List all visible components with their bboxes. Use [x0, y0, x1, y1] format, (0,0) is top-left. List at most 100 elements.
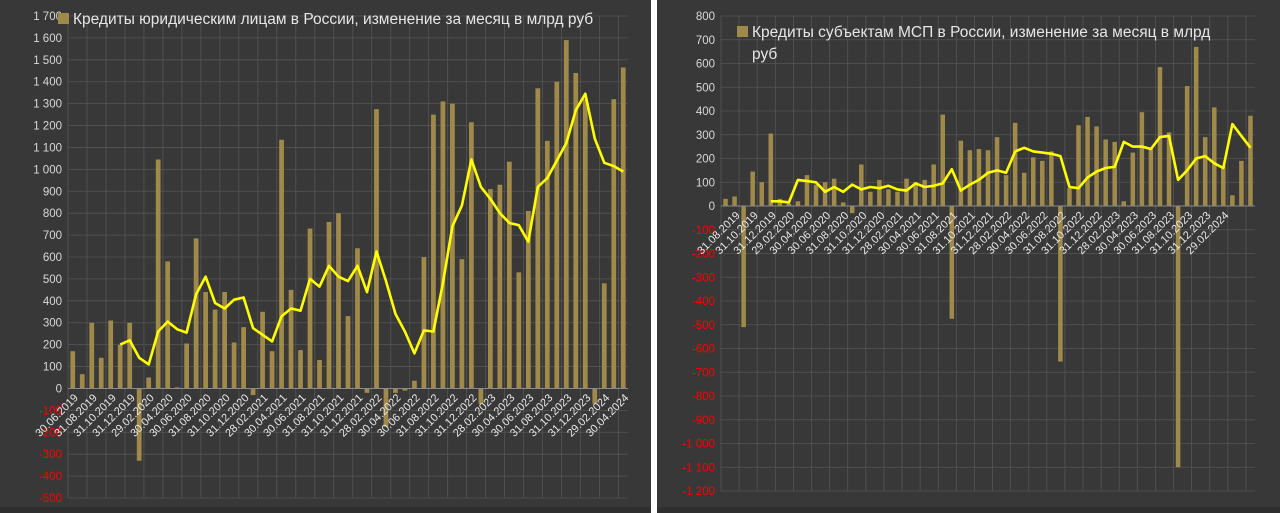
right-y-tick-label: -500 — [692, 320, 715, 332]
left-bar — [336, 213, 341, 389]
left-bar — [421, 257, 427, 389]
left-bar — [136, 388, 142, 461]
left-y-tick-label: -500 — [39, 493, 62, 505]
right-x-labels: 31.08.201931.10.201931.12.201929.02.2020… — [695, 210, 1231, 257]
chart-panel-corporate-loans: 1 700 1 600 1 500 1 400 1 300 1 200 1 100 1 000… — [0, 0, 651, 513]
right-bar — [849, 206, 855, 214]
left-y-tick-label: 1 200 — [33, 121, 62, 133]
right-bar — [1040, 160, 1045, 206]
left-y-tick-label: 700 — [43, 230, 62, 242]
left-bar — [269, 351, 275, 389]
right-bar — [1067, 188, 1072, 206]
right-bar — [768, 133, 774, 206]
right-bar — [831, 178, 837, 206]
right-bar — [976, 149, 982, 206]
left-y-tick-label: -400 — [39, 471, 62, 483]
left-bar — [288, 289, 294, 389]
left-bar — [89, 322, 95, 389]
left-bar — [326, 221, 332, 389]
left-x-labels: 30.06.201931.08.201931.10.201931.12.2019… — [33, 392, 631, 439]
left-y-tick-label: 1 300 — [33, 99, 62, 111]
right-bar — [1021, 172, 1027, 206]
left-bar — [98, 357, 104, 389]
left-y-tick-label: 1 600 — [33, 33, 62, 45]
right-bar — [1103, 139, 1108, 206]
right-bar — [922, 179, 927, 206]
right-y-tick-label: 100 — [696, 177, 715, 189]
right-bar — [1212, 107, 1217, 206]
right-bar — [1239, 160, 1244, 206]
right-y-tick-label: -600 — [692, 344, 715, 356]
right-y-tick-label: -700 — [692, 367, 715, 379]
right-bar — [1121, 201, 1127, 206]
right-y-tick-label: 500 — [696, 82, 715, 94]
left-bar — [279, 139, 284, 389]
left-bar — [298, 350, 303, 389]
right-y-tick-label: 600 — [696, 59, 715, 71]
left-bar — [184, 343, 190, 389]
left-bar — [108, 320, 114, 389]
left-bar — [174, 387, 180, 389]
left-bar — [611, 99, 617, 389]
left-y-tick-label: 1 100 — [33, 142, 62, 154]
right-y-tick-label: -900 — [692, 415, 715, 427]
right-bar — [868, 191, 873, 206]
right-bar — [913, 182, 918, 206]
panel-footer — [657, 507, 1280, 513]
right-bar — [895, 191, 900, 206]
right-y-tick-label: -1 100 — [682, 462, 715, 474]
right-y-tick-label: 400 — [696, 106, 715, 118]
left-y-tick-label: 0 — [56, 383, 62, 395]
right-bar — [1049, 151, 1054, 206]
left-legend-swatch — [58, 13, 69, 24]
right-y-ticks: 800 700 600 500 400 300 200 100 0 -100 -200 -300 -40… — [682, 11, 715, 498]
right-legend-label: Кредиты субъектам МСП в России, изменени… — [752, 24, 1210, 41]
right-bar — [1184, 86, 1190, 206]
right-trend-line — [770, 122, 1252, 204]
right-bar — [1193, 46, 1199, 206]
left-y-tick-label: 300 — [43, 318, 62, 330]
right-bar — [741, 206, 746, 328]
left-bar — [412, 380, 417, 389]
right-bar — [1003, 175, 1009, 206]
right-bar — [949, 206, 955, 319]
left-bar — [544, 140, 550, 389]
right-legend-swatch — [737, 26, 748, 37]
right-bar — [1202, 137, 1208, 206]
right-bar — [813, 184, 819, 206]
left-bar — [241, 327, 246, 389]
right-y-tick-label: -200 — [692, 249, 715, 261]
right-y-tick-label: -300 — [692, 272, 715, 284]
left-bar — [165, 261, 171, 389]
right-bar — [1221, 165, 1226, 206]
left-bar — [573, 72, 579, 389]
right-y-tick-label: -100 — [692, 225, 715, 237]
right-gridlines — [720, 15, 1255, 492]
left-bar — [440, 101, 446, 389]
left-bar — [345, 316, 351, 389]
left-y-tick-label: 1 500 — [33, 55, 62, 67]
left-bar — [70, 351, 76, 389]
right-bar — [822, 182, 828, 206]
left-y-tick-label: -300 — [39, 449, 62, 461]
left-y-tick-label: -200 — [39, 427, 62, 439]
right-bar — [958, 140, 964, 206]
left-bar — [222, 292, 227, 389]
right-bar — [886, 189, 891, 206]
right-bar — [1112, 141, 1117, 206]
right-bar — [940, 114, 946, 206]
left-bar — [117, 344, 123, 389]
left-bar — [193, 238, 199, 389]
left-bar — [203, 292, 208, 389]
left-bar — [525, 210, 531, 389]
left-bar — [383, 388, 389, 427]
left-bar — [374, 109, 379, 389]
left-bar — [620, 67, 626, 389]
left-bar — [317, 359, 322, 389]
right-bar — [1148, 149, 1154, 206]
right-bar — [1230, 195, 1235, 206]
left-y-tick-label: 200 — [43, 340, 62, 352]
right-bar — [1058, 206, 1063, 362]
right-y-tick-label: 700 — [696, 35, 715, 47]
left-bar — [516, 272, 522, 389]
